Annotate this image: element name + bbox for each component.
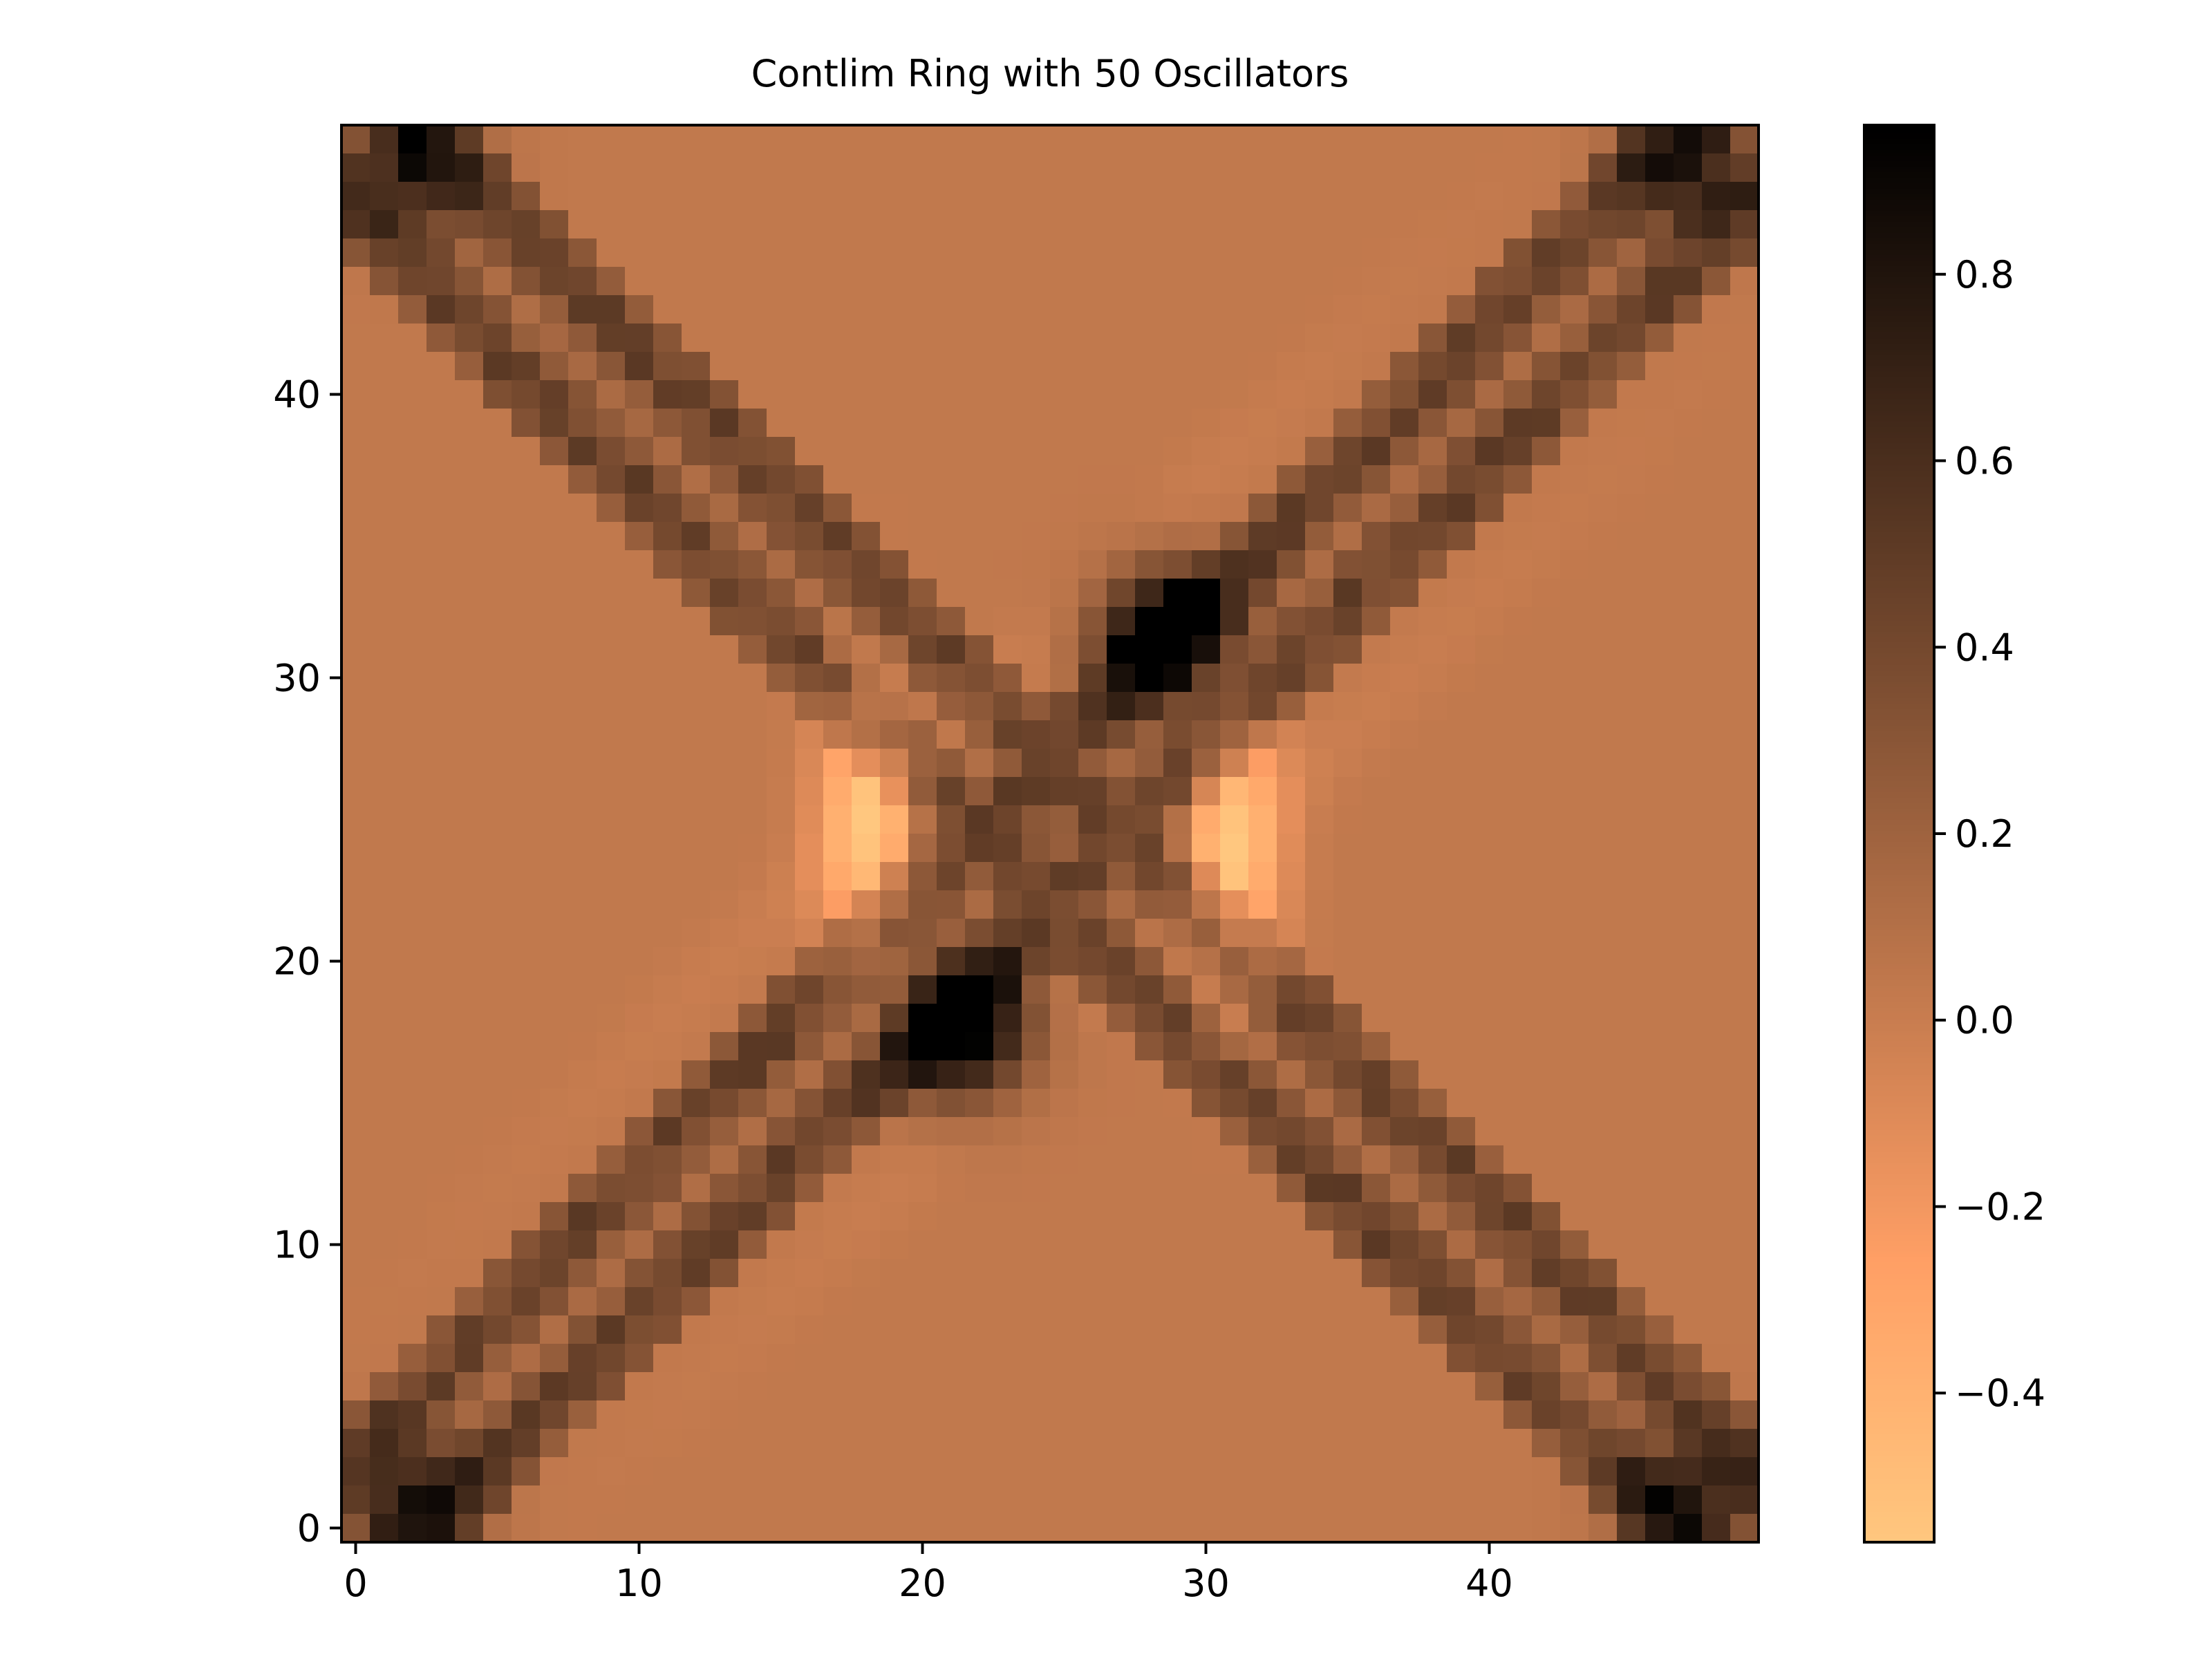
chart-title: Contlim Ring with 50 Oscillators xyxy=(751,52,1349,95)
colorbar-ticks: −0.4 −0.2 0.0 0.2 0.4 0.6 0.8 xyxy=(1934,253,2045,1415)
y-tick-label: 40 xyxy=(273,373,321,417)
colorbar-tick-label: 0.8 xyxy=(1955,253,2014,297)
x-axis-ticks: 0 10 20 30 40 xyxy=(344,1542,1513,1605)
colorbar-tick-label: 0.6 xyxy=(1955,440,2014,483)
y-tick-label: 10 xyxy=(273,1224,321,1267)
colorbar-tick-label: −0.4 xyxy=(1955,1371,2045,1415)
colorbar-tick-label: 0.2 xyxy=(1955,812,2014,856)
y-tick-label: 30 xyxy=(273,657,321,700)
y-tick-label: 0 xyxy=(297,1507,321,1550)
x-tick-label: 20 xyxy=(899,1562,946,1605)
colorbar-tick-label: 0.0 xyxy=(1955,999,2014,1042)
colorbar-frame xyxy=(1863,124,1936,1544)
y-tick-label: 20 xyxy=(273,940,321,984)
x-tick-label: 0 xyxy=(344,1562,367,1605)
x-tick-label: 10 xyxy=(615,1562,663,1605)
colorbar-gradient xyxy=(1864,125,1934,1542)
x-tick-label: 30 xyxy=(1182,1562,1230,1605)
y-axis-ticks: 0 10 20 30 40 xyxy=(273,373,341,1550)
x-tick-label: 40 xyxy=(1465,1562,1513,1605)
colorbar-tick-label: 0.4 xyxy=(1955,626,2014,669)
heatmap-image xyxy=(341,125,1759,1542)
plot-frame xyxy=(340,124,1760,1544)
colorbar-tick-label: −0.2 xyxy=(1955,1185,2045,1228)
